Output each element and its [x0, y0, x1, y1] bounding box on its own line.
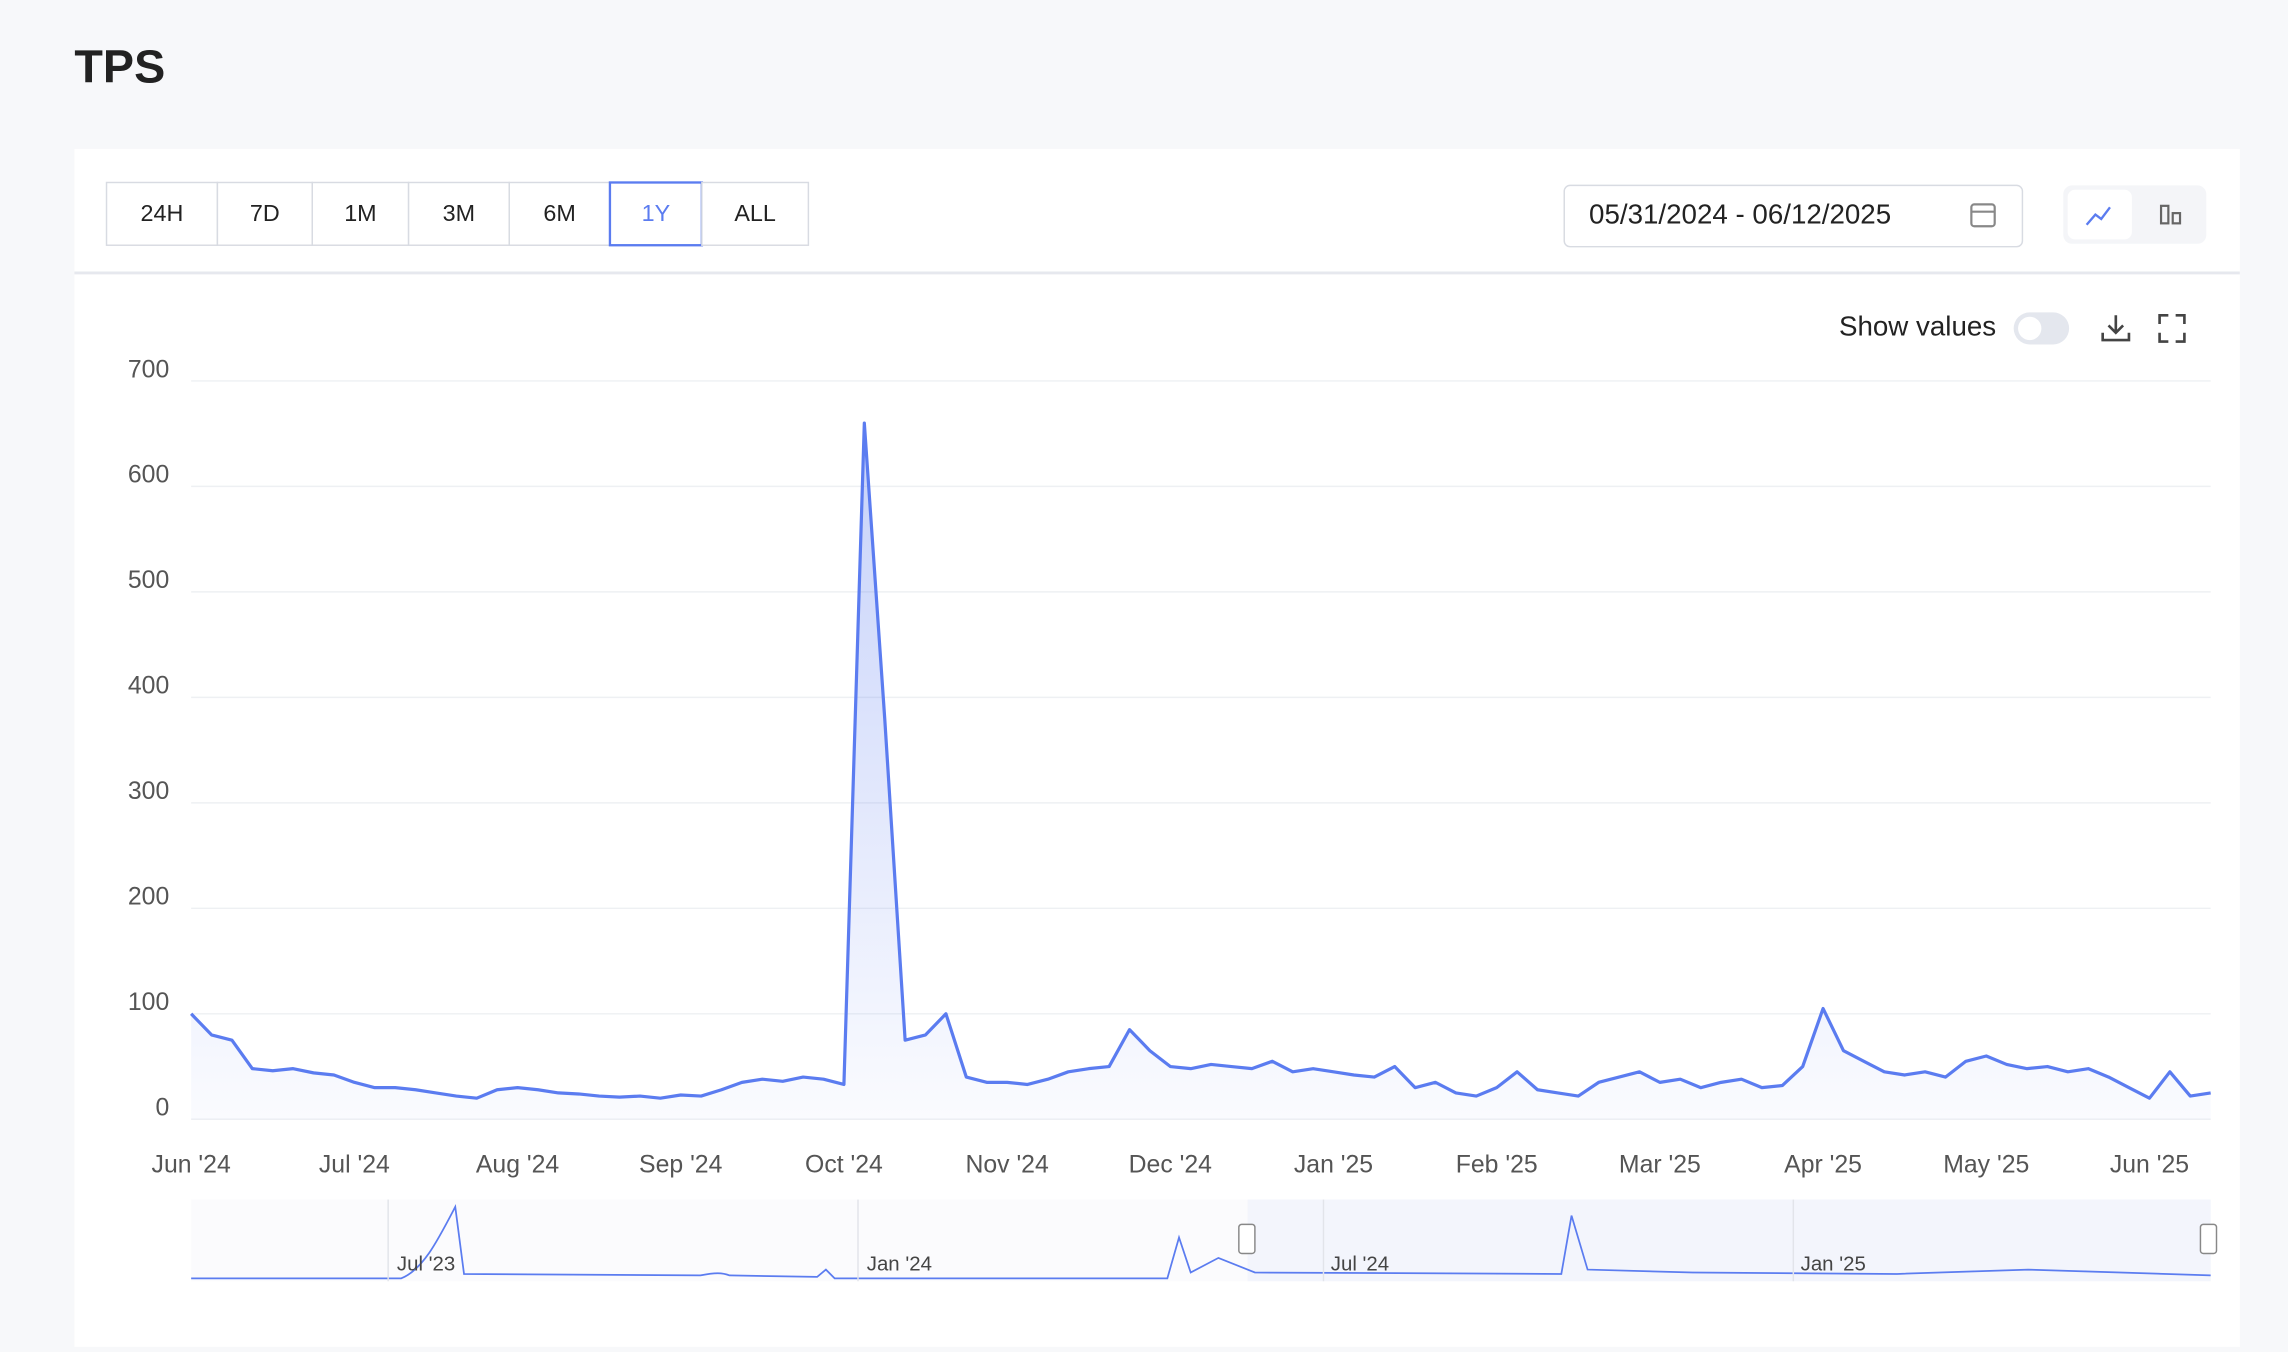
navigator-handle[interactable]: [1238, 1223, 1256, 1255]
x-tick-label: Sep '24: [639, 1152, 723, 1179]
range-button[interactable]: [216, 181, 313, 246]
x-tick-label: May '25: [1943, 1152, 2029, 1179]
range-button-label: 1M: [344, 200, 376, 226]
range-button-label: 24H: [141, 200, 184, 226]
x-tick-label: Oct '24: [805, 1152, 883, 1179]
x-tick-label: Jul '24: [319, 1152, 390, 1179]
range-button-label: 7D: [250, 200, 280, 226]
download-button[interactable]: [2101, 315, 2131, 342]
y-tick-label: 0: [155, 1095, 169, 1122]
range-button[interactable]: [311, 181, 410, 246]
navigator-handle[interactable]: [2199, 1223, 2218, 1255]
range-button[interactable]: [608, 181, 704, 247]
range-button[interactable]: [105, 181, 219, 246]
toggle-knob: [2018, 316, 2042, 341]
range-button[interactable]: [508, 181, 611, 246]
show-values-label: Show values: [1839, 311, 1996, 342]
x-tick-label: Nov '24: [965, 1152, 1049, 1179]
range-button-label: 1Y: [642, 200, 671, 226]
x-tick-label: Jan '25: [1294, 1152, 1373, 1179]
range-button[interactable]: [701, 181, 810, 246]
navigator-selection: [1247, 1199, 2211, 1282]
card: [74, 148, 2240, 1347]
y-tick-label: 700: [128, 356, 169, 383]
line-icon: [2085, 206, 2111, 226]
y-tick-label: 300: [128, 778, 169, 805]
navigator-line: [191, 1203, 2211, 1280]
range-button-label: ALL: [734, 200, 776, 226]
y-tick-label: 400: [128, 673, 169, 700]
x-tick-label: Mar '25: [1619, 1152, 1701, 1179]
navigator-label: Jul '23: [397, 1254, 455, 1276]
range-button[interactable]: [407, 181, 510, 246]
y-tick-label: 100: [128, 989, 169, 1016]
range-button-label: 6M: [543, 200, 575, 226]
bar-view-button[interactable]: [2159, 204, 2182, 225]
x-tick-label: Dec '24: [1129, 1152, 1213, 1179]
y-tick-label: 500: [128, 567, 169, 594]
range-button-label: 3M: [443, 200, 475, 226]
date-range-box[interactable]: [1563, 184, 2024, 248]
x-tick-label: Jun '24: [152, 1152, 231, 1179]
page-title: TPS: [74, 40, 165, 92]
calendar-icon: [1970, 203, 1996, 228]
navigator-label: Jul '24: [1331, 1254, 1389, 1276]
line-view-button[interactable]: [2067, 189, 2132, 240]
navigator-label: Jan '24: [867, 1254, 932, 1276]
line: [189, 421, 2211, 1100]
x-tick-label: Aug '24: [476, 1152, 560, 1179]
y-tick-label: 200: [128, 884, 169, 911]
x-tick-label: Feb '25: [1456, 1152, 1538, 1179]
navigator: Jul '23 Jan '24 Jul '24 Jan '25: [191, 1199, 2218, 1282]
navigator-label: Jan '25: [1801, 1254, 1866, 1276]
x-tick-label: Jun '25: [2110, 1152, 2189, 1179]
date-range: 05/31/2024 - 06/12/2025: [1589, 198, 1891, 229]
x-tick-label: Apr '25: [1784, 1152, 1862, 1179]
fullscreen-button[interactable]: [2158, 313, 2186, 343]
y-tick-label: 600: [128, 462, 169, 489]
